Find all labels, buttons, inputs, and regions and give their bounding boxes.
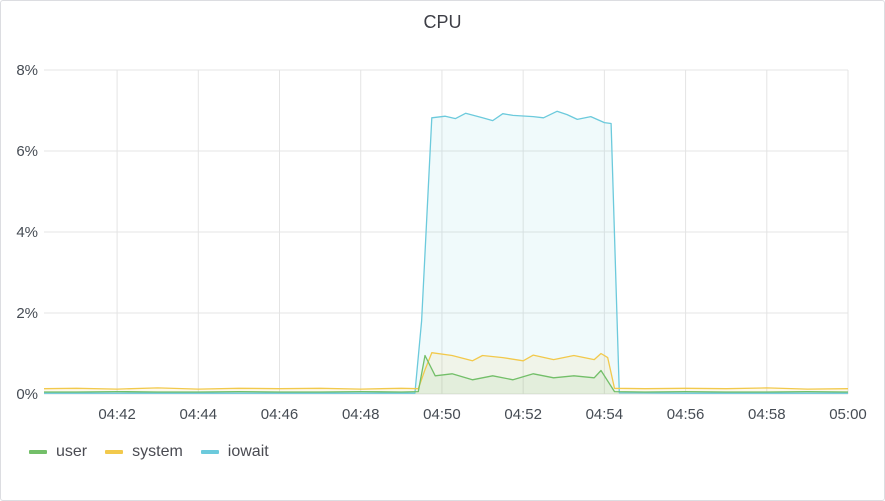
x-tick-label: 04:42 (98, 406, 136, 423)
x-tick-label: 04:54 (586, 406, 624, 423)
series-line-user (44, 354, 849, 393)
x-tick-label: 04:58 (748, 406, 786, 423)
series-line-system (43, 352, 849, 390)
cpu-chart[interactable]: 0% 2% 4% 6% 8% 04:42 04:44 04:46 04:48 04:50 04:5… (1, 1, 885, 441)
panel-title[interactable]: CPU (423, 12, 462, 32)
legend-item-iowait[interactable]: iowait (200, 443, 269, 461)
legend-item-system[interactable]: system (105, 443, 183, 461)
y-tick-label: 2% (16, 305, 38, 322)
x-tick-label: 04:56 (667, 406, 705, 423)
system-swatch (105, 450, 124, 454)
y-tick-label: 8% (16, 62, 38, 79)
x-tick-label: 04:46 (261, 406, 299, 423)
series-line-iowait (44, 110, 848, 394)
legend-label-user: user (56, 443, 88, 460)
legend: user system iowait (29, 443, 269, 461)
x-tick-label: 04:52 (504, 406, 542, 423)
y-tick-label: 4% (16, 224, 38, 241)
legend-label-system: system (132, 443, 183, 460)
x-tick-label: 04:50 (423, 406, 461, 423)
x-tick-label: 05:00 (829, 406, 867, 423)
y-tick-label: 0% (16, 386, 38, 403)
series-area-iowait (44, 111, 848, 395)
x-tick-label: 04:48 (342, 406, 380, 423)
user-swatch (29, 450, 47, 454)
legend-label-iowait: iowait (227, 443, 269, 460)
y-tick-label: 6% (16, 143, 38, 160)
x-tick-label: 04:44 (180, 406, 218, 423)
series-area-system (44, 352, 848, 394)
iowait-swatch (200, 450, 219, 454)
legend-item-user[interactable]: user (29, 443, 87, 461)
